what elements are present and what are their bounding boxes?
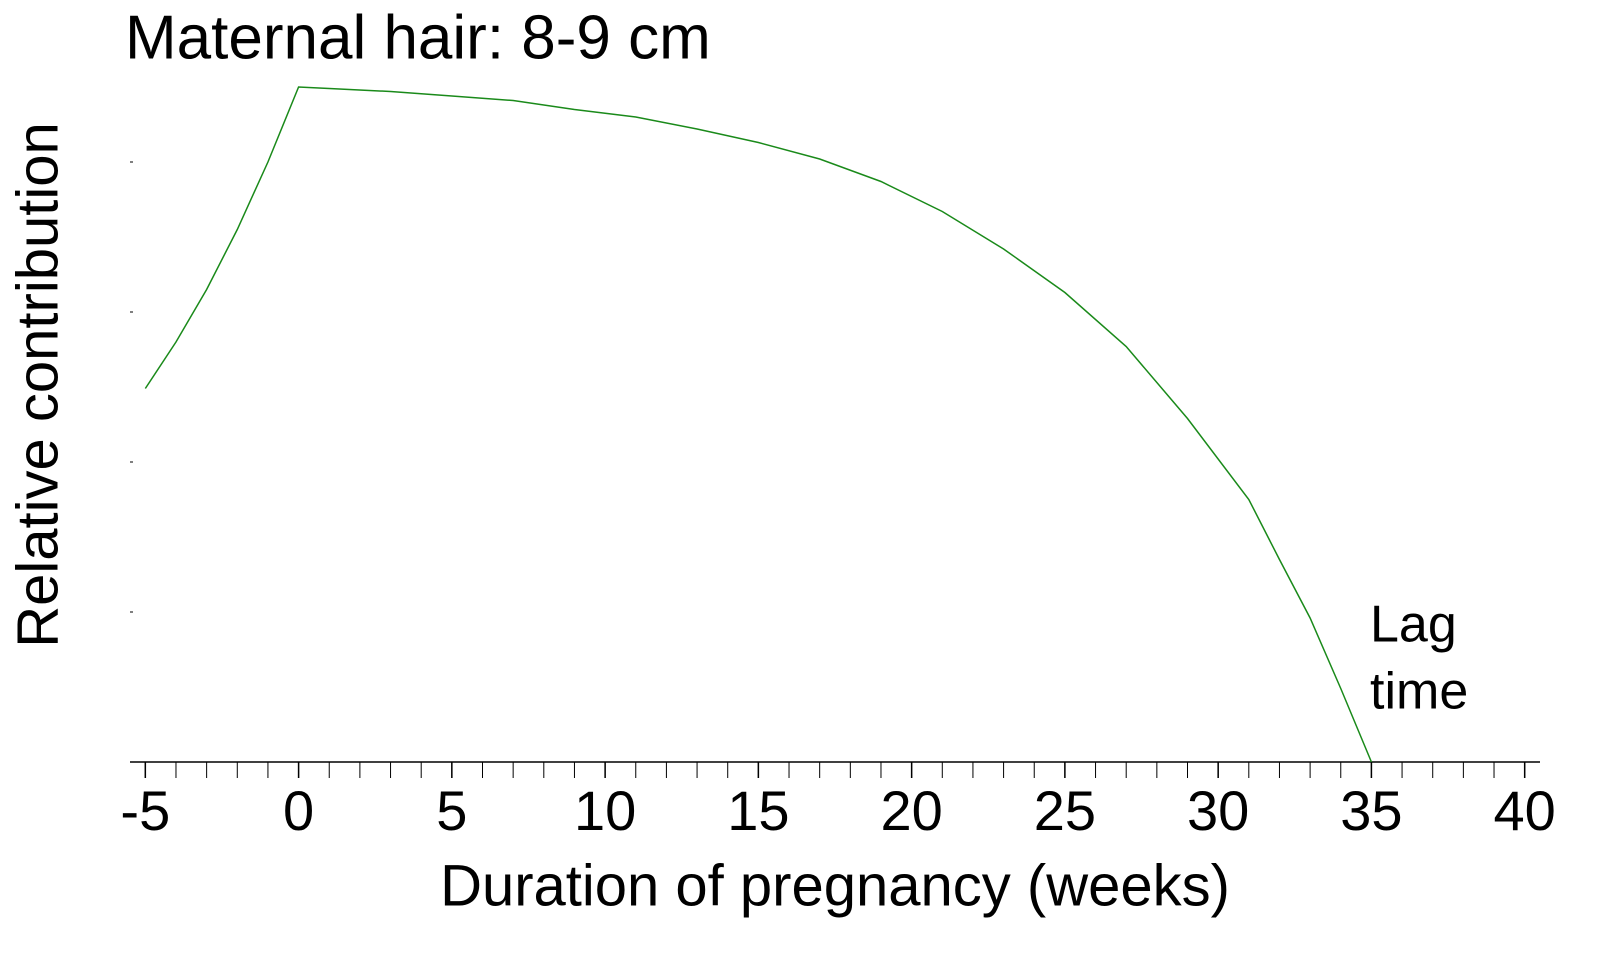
x-tick-label: 25 xyxy=(1034,779,1096,842)
x-tick-label: 10 xyxy=(574,779,636,842)
annotation: time xyxy=(1370,663,1468,721)
x-tick-label: 20 xyxy=(880,779,942,842)
annotation: Lag xyxy=(1370,596,1457,654)
x-tick-label: 35 xyxy=(1340,779,1402,842)
x-tick-label: 0 xyxy=(283,779,314,842)
x-tick-label: 30 xyxy=(1187,779,1249,842)
x-tick-label: 40 xyxy=(1494,779,1556,842)
x-axis-label: Duration of pregnancy (weeks) xyxy=(440,853,1230,918)
line-series xyxy=(144,86,1373,763)
x-tick-label: 15 xyxy=(727,779,789,842)
x-tick-label: 5 xyxy=(436,779,467,842)
y-axis-label: Relative contribution xyxy=(5,122,70,648)
x-tick-label: -5 xyxy=(120,779,170,842)
chart-title: Maternal hair: 8-9 cm xyxy=(125,3,711,72)
